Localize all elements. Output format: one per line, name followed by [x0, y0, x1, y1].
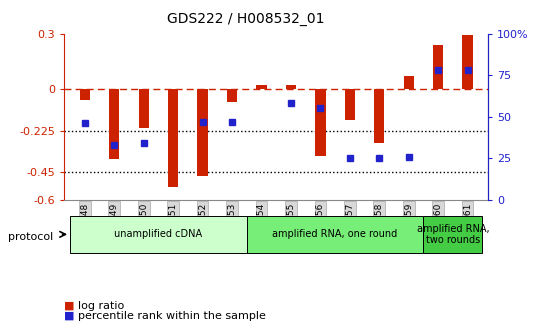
Text: amplified RNA, one round: amplified RNA, one round — [272, 229, 398, 239]
Bar — [403, 76, 414, 89]
Text: GDS222 / H008532_01: GDS222 / H008532_01 — [167, 12, 324, 26]
Bar — [138, 89, 149, 128]
Bar — [256, 85, 267, 89]
Bar — [168, 89, 179, 187]
Bar — [345, 89, 355, 120]
Bar — [80, 89, 90, 100]
Bar — [109, 89, 119, 159]
Text: unamplified cDNA: unamplified cDNA — [114, 229, 203, 239]
Bar — [433, 45, 444, 89]
Bar — [286, 85, 296, 89]
Bar — [315, 89, 325, 156]
FancyBboxPatch shape — [247, 216, 424, 253]
Text: percentile rank within the sample: percentile rank within the sample — [78, 311, 266, 321]
Bar — [198, 89, 208, 176]
Bar — [227, 89, 237, 102]
Bar — [463, 36, 473, 89]
Text: ■: ■ — [64, 311, 75, 321]
Bar — [374, 89, 384, 142]
Text: log ratio: log ratio — [78, 301, 124, 311]
Text: ■: ■ — [64, 301, 75, 311]
FancyBboxPatch shape — [70, 216, 247, 253]
Text: amplified RNA,
two rounds: amplified RNA, two rounds — [417, 223, 489, 245]
Text: protocol: protocol — [8, 232, 54, 242]
FancyBboxPatch shape — [424, 216, 482, 253]
